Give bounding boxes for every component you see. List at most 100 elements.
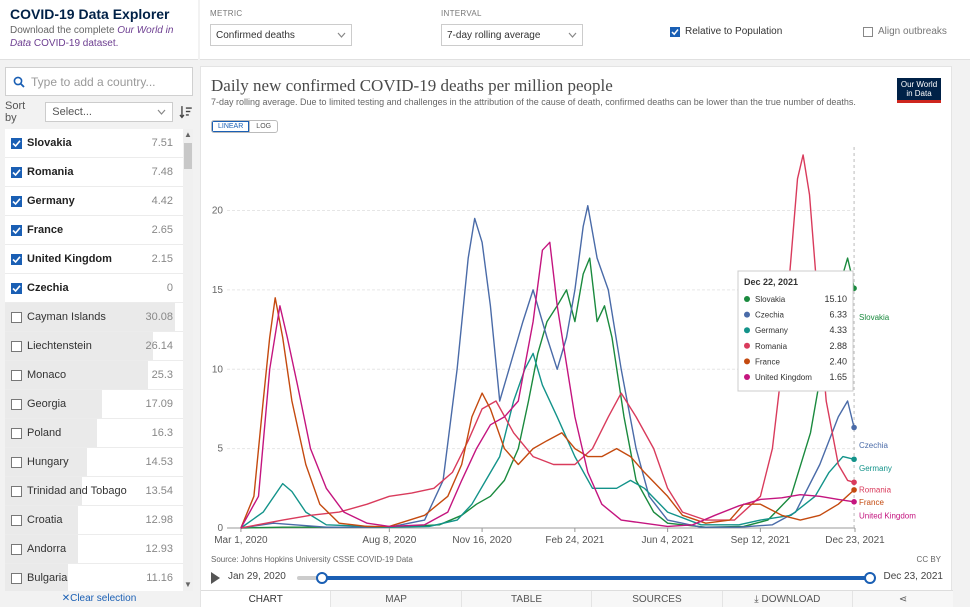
- country-name: Germany: [27, 195, 75, 207]
- checkbox-checked-icon[interactable]: [11, 195, 22, 207]
- license-label[interactable]: CC BY: [916, 555, 941, 564]
- metric-select[interactable]: Confirmed deaths: [210, 24, 352, 46]
- dataset-link[interactable]: Our World in Data COVID-19 dataset.: [10, 25, 173, 49]
- y-tick-label: 5: [217, 444, 223, 455]
- country-name: Hungary: [27, 456, 69, 468]
- country-value: 12.98: [145, 514, 173, 526]
- sort-select-value: Select...: [52, 106, 92, 118]
- y-tick-label: 15: [212, 285, 224, 296]
- country-row[interactable]: France 2.65: [5, 216, 193, 245]
- share-icon: ⋖: [898, 594, 908, 605]
- scroll-down-icon[interactable]: ▼: [184, 580, 192, 589]
- list-scrollbar[interactable]: ▲ ▼: [183, 129, 193, 591]
- checkbox-unchecked-icon[interactable]: [11, 543, 22, 555]
- country-value: 7.51: [151, 137, 173, 149]
- country-row[interactable]: Poland 16.3: [5, 419, 193, 448]
- sort-select[interactable]: Select...: [45, 102, 174, 122]
- country-row[interactable]: United Kingdom 2.15: [5, 245, 193, 274]
- country-row[interactable]: Slovakia 7.51: [5, 129, 193, 158]
- checkbox-unchecked-icon[interactable]: [11, 456, 22, 468]
- checkbox-checked-icon[interactable]: [11, 137, 22, 149]
- tooltip-swatch: [744, 358, 750, 365]
- value-bar: [5, 303, 175, 331]
- relative-to-population-checkbox[interactable]: Relative to Population: [670, 26, 782, 37]
- tab-table[interactable]: TABLE: [461, 591, 593, 607]
- tooltip-series-name: United Kingdom: [755, 373, 812, 382]
- download-icon: ⤓: [754, 594, 762, 605]
- country-row[interactable]: Hungary 14.53: [5, 448, 193, 477]
- country-value: 2.65: [151, 224, 173, 236]
- x-tick-label: Feb 24, 2021: [545, 535, 604, 546]
- tooltip-date: Dec 22, 2021: [744, 277, 798, 287]
- checkbox-checked-icon[interactable]: [11, 166, 22, 178]
- checkbox-checked-icon[interactable]: [11, 224, 22, 236]
- scrollbar-thumb[interactable]: [184, 143, 192, 169]
- checkbox-unchecked-icon[interactable]: [11, 485, 22, 497]
- checkbox-unchecked-icon[interactable]: [11, 311, 22, 323]
- dataset-link-rest: COVID-19 dataset.: [33, 38, 119, 49]
- y-tick-label: 20: [212, 206, 224, 217]
- timeline-start-handle[interactable]: [316, 572, 328, 584]
- y-tick-label: 0: [217, 523, 223, 534]
- country-row[interactable]: Cayman Islands 30.08: [5, 303, 193, 332]
- country-value: 16.3: [151, 427, 173, 439]
- country-row[interactable]: Germany 4.42: [5, 187, 193, 216]
- timeline-end-handle[interactable]: [864, 572, 876, 584]
- tooltip-series-name: Germany: [755, 326, 788, 335]
- owid-logo[interactable]: Our World in Data: [897, 78, 941, 103]
- app-description: Download the complete Our World in Data …: [10, 24, 188, 50]
- country-row[interactable]: Liechtenstein 26.14: [5, 332, 193, 361]
- timeline-track[interactable]: [297, 572, 876, 584]
- tab-sources[interactable]: SOURCES: [592, 591, 723, 607]
- country-row[interactable]: Monaco 25.3: [5, 361, 193, 390]
- scroll-up-icon[interactable]: ▲: [184, 130, 192, 139]
- checkbox-unchecked-icon[interactable]: [11, 340, 22, 352]
- line-chart[interactable]: 0 5 10 15 20 Mar 1, 2020 Aug 8, 2020 Nov 16, 20…: [201, 67, 953, 557]
- brand-panel: COVID-19 Data Explorer Download the comp…: [0, 0, 198, 60]
- series-end-label: Slovakia: [859, 313, 890, 322]
- country-row[interactable]: Georgia 17.09: [5, 390, 193, 419]
- country-row[interactable]: Trinidad and Tobago 13.54: [5, 477, 193, 506]
- scale-linear-button[interactable]: LINEAR: [212, 121, 251, 132]
- country-value: 4.42: [151, 195, 173, 207]
- sort-order-icon[interactable]: [179, 105, 193, 119]
- chart-card: Daily new confirmed COVID-19 deaths per …: [200, 66, 954, 607]
- checkbox-checked-icon[interactable]: [11, 282, 22, 294]
- checkbox-checked-icon[interactable]: [11, 253, 22, 265]
- country-row[interactable]: Andorra 12.93: [5, 535, 193, 564]
- checkbox-unchecked-icon: [863, 26, 873, 37]
- series-end-point: [851, 424, 857, 431]
- checkbox-unchecked-icon[interactable]: [11, 427, 22, 439]
- country-row[interactable]: Bulgaria 11.16: [5, 564, 193, 591]
- country-row[interactable]: Croatia 12.98: [5, 506, 193, 535]
- country-name: United Kingdom: [27, 253, 112, 265]
- checkbox-unchecked-icon[interactable]: [11, 369, 22, 381]
- checkbox-unchecked-icon[interactable]: [11, 398, 22, 410]
- tooltip-series-name: Czechia: [755, 311, 784, 320]
- scale-log-button[interactable]: LOG: [256, 123, 272, 130]
- country-row[interactable]: Czechia 0: [5, 274, 193, 303]
- series-end-label: France: [859, 498, 884, 507]
- tab-download[interactable]: ⤓ DOWNLOAD: [722, 591, 854, 607]
- interval-select[interactable]: 7-day rolling average: [441, 24, 583, 46]
- country-value: 17.09: [145, 398, 173, 410]
- share-button[interactable]: ⋖: [853, 591, 954, 607]
- description-text: Download the complete: [10, 25, 118, 36]
- series-end-label: Germany: [859, 464, 892, 473]
- align-outbreaks-label: Align outbreaks: [878, 26, 947, 37]
- tab-map[interactable]: MAP: [331, 591, 462, 607]
- tab-chart[interactable]: CHART: [201, 591, 332, 607]
- tooltip-swatch: [744, 311, 750, 318]
- series-line-united-kingdom: [240, 241, 855, 529]
- play-icon[interactable]: [211, 572, 220, 584]
- country-row[interactable]: Romania 7.48: [5, 158, 193, 187]
- align-outbreaks-checkbox[interactable]: Align outbreaks: [863, 26, 947, 37]
- country-name: Bulgaria: [27, 572, 68, 584]
- clear-selection-button[interactable]: ✕Clear selection: [61, 593, 137, 604]
- tooltip-series-value: 2.40: [829, 356, 847, 366]
- checkbox-unchecked-icon[interactable]: [11, 514, 22, 526]
- tooltip-series-value: 1.65: [829, 372, 847, 382]
- search-input[interactable]: [31, 74, 181, 89]
- dataset-link-italic: Our World in Data: [10, 25, 174, 49]
- checkbox-unchecked-icon[interactable]: [11, 572, 22, 584]
